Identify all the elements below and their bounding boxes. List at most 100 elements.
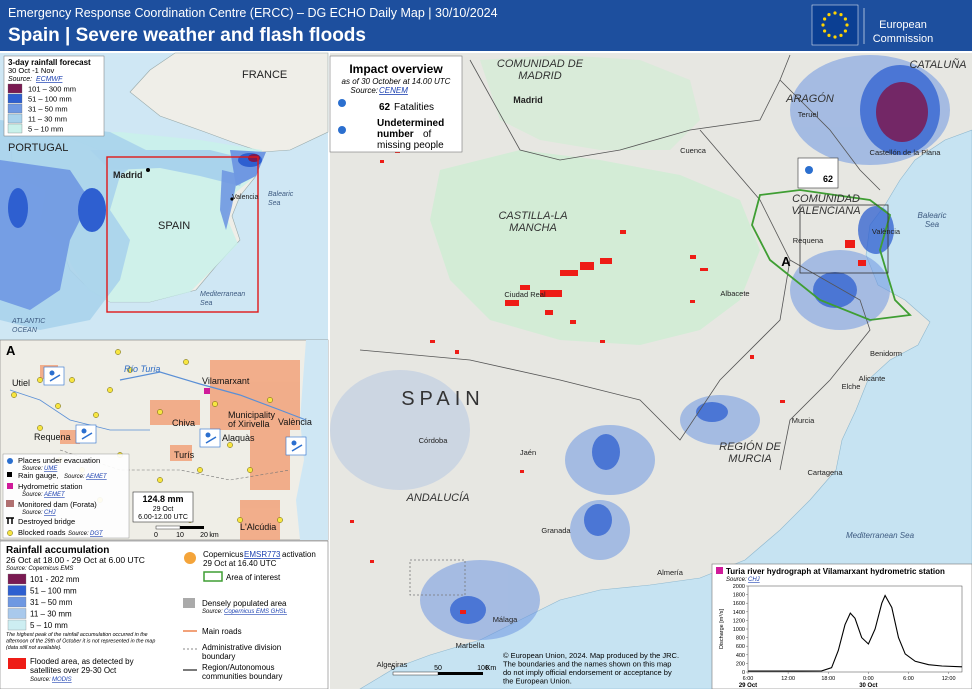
eu-star (827, 33, 831, 37)
source-link[interactable]: AEMET (43, 492, 66, 498)
callout-text: 124.8 mm (142, 494, 183, 504)
source-link[interactable]: ECMWF (36, 76, 63, 83)
sea-label: Sea (925, 220, 940, 229)
place-label: Chiva (172, 418, 195, 428)
region-label: VALENCIANA (791, 205, 860, 217)
source-link[interactable]: EMSR773 (244, 550, 281, 559)
evacuation-arrow (81, 432, 93, 440)
source-link[interactable]: UME (44, 466, 58, 472)
legend-label: 29 Oct at 16.40 UTC (203, 559, 277, 568)
evacuation-figure (291, 440, 297, 446)
map-shape (409, 559, 466, 596)
legend-period: 30 Oct -1 Nov (8, 66, 55, 75)
region-label: MANCHA (509, 222, 557, 234)
legend-label: communities boundary (202, 672, 282, 681)
source-link[interactable]: DGT (90, 531, 104, 537)
city-label: Elche (842, 382, 861, 391)
rain-gauge (37, 425, 43, 431)
impact-date: as of 30 October at 14.00 UTC (342, 77, 451, 86)
flooded-area (570, 320, 576, 324)
flooded-area (520, 470, 524, 473)
map-shape (450, 596, 486, 624)
legend-label: Rain gauge, (18, 471, 58, 480)
legend-label: 51 – 100 mm (28, 95, 72, 104)
legend-panel (0, 540, 329, 690)
legend-label: 101 – 300 mm (28, 85, 76, 94)
eu-star (833, 35, 837, 39)
legend-swatch (7, 573, 27, 585)
flooded-area (560, 270, 578, 276)
region-label: CATALUÑA (909, 58, 966, 71)
eu-star (839, 13, 843, 17)
map-shape (230, 197, 234, 201)
place-label: Río Turia (124, 364, 160, 374)
rain-gauge (197, 467, 203, 473)
chart-title: Turia river hydrograph at Vilamarxant hy… (726, 567, 945, 576)
legend-label: Administrative division (202, 643, 281, 652)
city-label: Granada (541, 526, 571, 535)
legend-label: Main roads (202, 627, 242, 636)
flooded-area (545, 310, 553, 315)
x-tick-label: 6:00 (903, 676, 914, 682)
map-shape (129, 52, 329, 153)
sea-label: Mediterranean Sea (846, 531, 915, 540)
map-shape (799, 204, 889, 274)
legend-icon (7, 483, 13, 489)
region-label: CASTILLA-LA (498, 210, 567, 222)
legend-label: Copernicus (203, 550, 243, 559)
city-label: Málaga (493, 615, 518, 624)
flooded-area (690, 300, 695, 303)
legend-label: Places under evacuation (18, 456, 100, 465)
y-tick-label: 200 (736, 661, 745, 667)
evacuation-icon (75, 424, 97, 444)
overview-map (0, 52, 329, 340)
scale-label: km (209, 532, 219, 539)
legend-source: Source: (22, 510, 43, 516)
city-label: Cartagena (807, 468, 843, 477)
legend-label: 51 – 100 mm (30, 587, 77, 596)
legend-icon (7, 530, 13, 536)
y-tick-label: 2000 (733, 584, 745, 590)
impact-source-link[interactable]: CENEM (379, 86, 408, 95)
y-tick-label: 1200 (733, 618, 745, 624)
legend-label: 31 – 50 mm (30, 598, 73, 607)
inset-legend-box (2, 453, 130, 539)
legend-label: Densely populated area (202, 599, 287, 608)
legend-icon (6, 500, 14, 507)
country-label: SPAIN (401, 388, 485, 410)
map-shape (90, 150, 250, 186)
x-tick-label: 18:00 (821, 676, 835, 682)
map-shape (779, 259, 871, 471)
y-tick-label: 0 (742, 670, 745, 676)
flooded-area (520, 285, 530, 290)
source-link[interactable]: AEMET (85, 474, 108, 480)
legend-label: 101 - 202 mm (30, 575, 80, 584)
map-shape (469, 54, 791, 161)
rain-gauge (107, 387, 113, 393)
map-shape (240, 500, 280, 540)
legend-label: 5 – 10 mm (28, 125, 63, 134)
rain-gauge (183, 359, 189, 365)
source-link[interactable]: MODIS (52, 677, 72, 683)
rain-gauge (157, 477, 163, 483)
city-label: Madrid (513, 95, 543, 105)
map-shape (248, 154, 260, 162)
legend-swatch (7, 113, 23, 124)
legend-source: Source: (68, 531, 89, 537)
region-label: REGIÓN DE (719, 440, 781, 453)
logo-text: Commission (873, 33, 934, 45)
flooded-area (580, 262, 594, 270)
source-link[interactable]: CHJ (44, 510, 57, 516)
y-tick-label: 600 (736, 644, 745, 650)
hydrograph-panel (711, 563, 972, 690)
rain-gauge (277, 517, 283, 523)
copyright-text: © European Union, 2024. Map produced by … (503, 651, 679, 660)
legend-swatch (183, 598, 195, 608)
flooded-area (370, 560, 374, 563)
legend-icon (7, 472, 12, 477)
map-shape (210, 360, 300, 430)
legend-label: Monitored dam (Forata) (18, 500, 97, 509)
source-link[interactable]: Copernicus EMS GHSL (224, 609, 287, 615)
rain-gauge (157, 409, 163, 415)
chart-source-link[interactable]: CHJ (748, 577, 761, 583)
